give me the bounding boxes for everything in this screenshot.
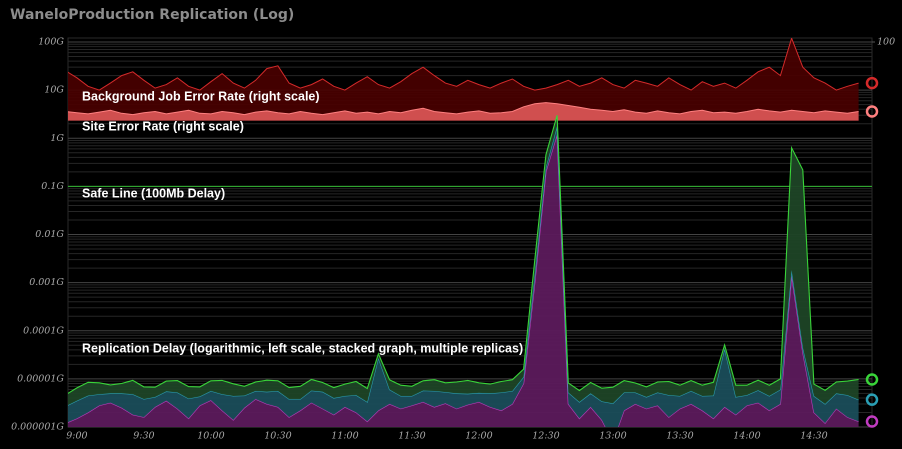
- stack-line: [68, 115, 859, 394]
- y-tick-label: 100G: [38, 37, 64, 48]
- safe-line-label: Safe Line (100Mb Delay): [82, 187, 225, 201]
- stack-end-marker: [865, 373, 879, 386]
- stack-area: [68, 126, 859, 427]
- x-tick-label: 13:00: [599, 431, 626, 442]
- plot-area: [68, 38, 872, 427]
- x-tick-label: 9:00: [66, 431, 87, 442]
- y-tick-label: 10G: [44, 85, 64, 96]
- series-label: Background Job Error Rate (right scale): [82, 89, 320, 103]
- y-tick-label: 1G: [50, 133, 64, 144]
- series-line: [68, 102, 859, 116]
- stack-label: Replication Delay (logarithmic, left sca…: [82, 341, 523, 355]
- x-tick-label: 12:30: [532, 431, 559, 442]
- x-tick-label: 9:30: [133, 431, 154, 442]
- y-tick-label: 0.1G: [41, 181, 64, 192]
- x-tick-label: 14:00: [733, 431, 760, 442]
- series-label: Site Error Rate (right scale): [82, 119, 244, 133]
- x-tick-label: 11:30: [398, 431, 425, 442]
- y2-tick-label: 100: [877, 37, 895, 48]
- x-tick-label: 14:30: [800, 431, 827, 442]
- x-tick-label: 11:00: [331, 431, 358, 442]
- labels: 100G 10G 1G 0.1G 0.01G 0.001G 0.0001G 0.00001G 0…: [11, 37, 895, 442]
- x-tick-label: 10:00: [197, 431, 224, 442]
- series-area: [68, 102, 859, 121]
- y-tick-label: 0.001G: [29, 277, 64, 288]
- series-area: [68, 38, 859, 121]
- series-end-marker: [865, 105, 879, 118]
- stack-end-marker: [865, 415, 879, 428]
- x-tick-label: 12:00: [465, 431, 492, 442]
- series-line: [68, 38, 859, 91]
- x-tick-label: 13:30: [666, 431, 693, 442]
- y-tick-label: 0.01G: [35, 229, 64, 240]
- series-end-marker: [865, 76, 879, 90]
- stack-end-marker: [865, 393, 879, 406]
- y-tick-label: 0.000001G: [11, 422, 64, 433]
- y-tick-label: 0.00001G: [17, 373, 64, 384]
- chart-title: WaneloProduction Replication (Log): [10, 7, 294, 23]
- y-tick-label: 0.0001G: [23, 325, 64, 336]
- x-tick-label: 10:30: [264, 431, 291, 442]
